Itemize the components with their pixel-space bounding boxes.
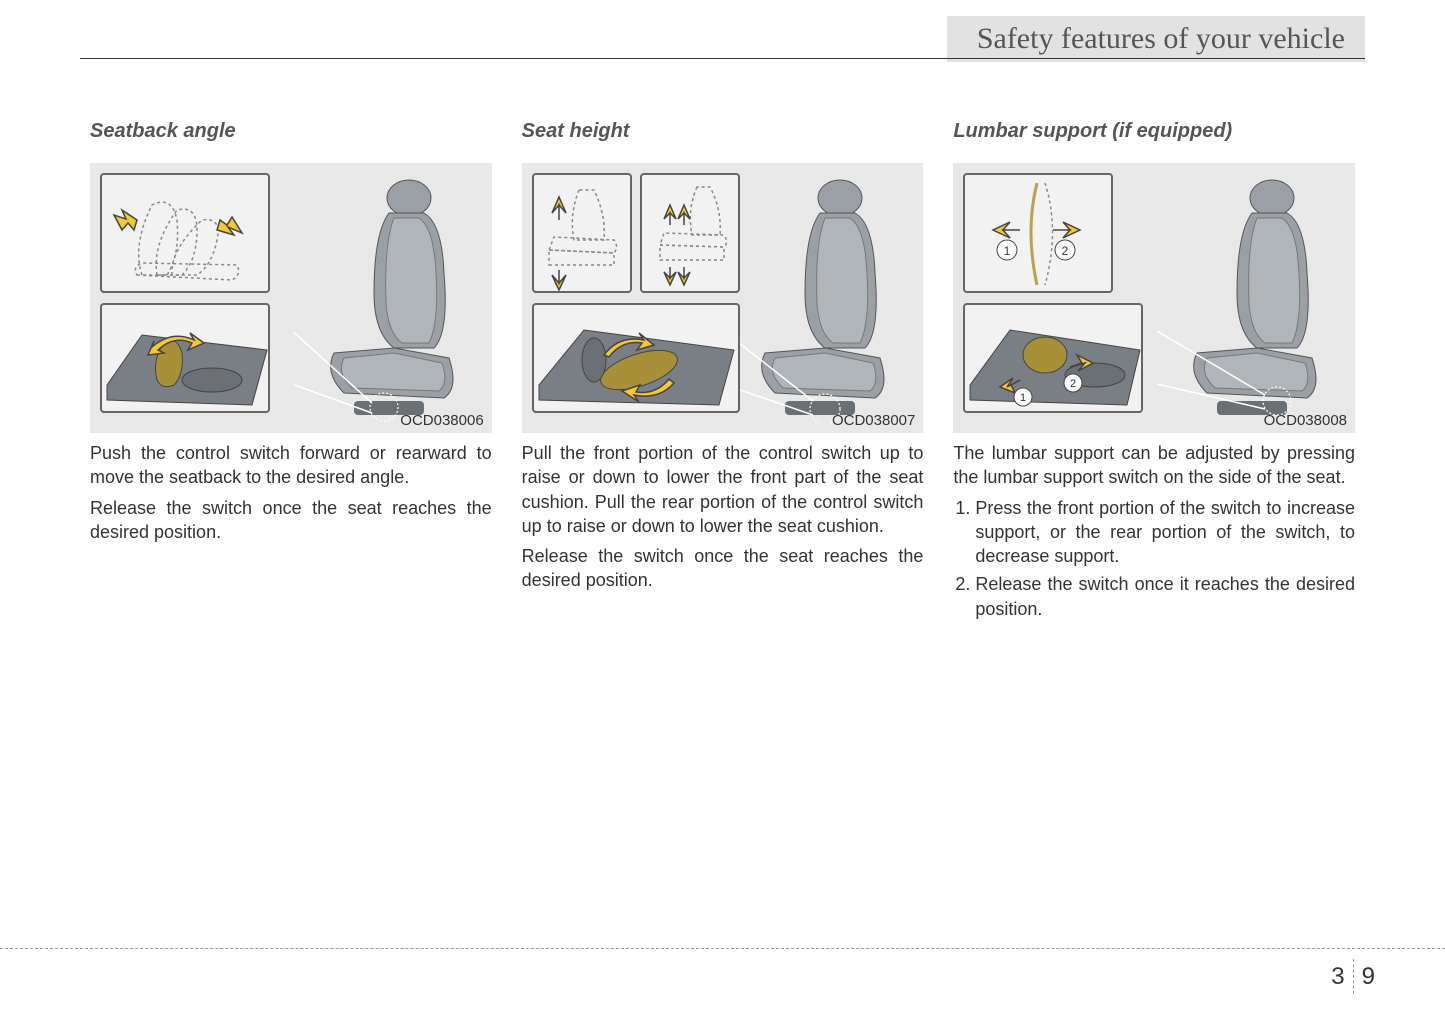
inset-lumbar-control: 1 2 — [963, 303, 1143, 413]
column-seatback: Seatback angle — [90, 120, 492, 625]
seat-illustration — [1157, 173, 1347, 423]
page-number: 3 9 — [1331, 959, 1375, 994]
seat-illustration — [725, 173, 915, 423]
seat-illustration — [294, 173, 484, 423]
inset-lumbar-direction: 1 2 — [963, 173, 1113, 293]
column-seat-height: Seat height — [522, 120, 924, 625]
heading-lumbar: Lumbar support (if equipped) — [953, 120, 1355, 143]
inset-seatback-motion — [100, 173, 270, 293]
chapter-number: 3 — [1331, 963, 1344, 991]
heading-seatback: Seatback angle — [90, 120, 492, 143]
footer-dashed-rule — [0, 948, 1445, 949]
heading-seat-height: Seat height — [522, 120, 924, 143]
figure-seat-height: OCD038007 — [522, 163, 924, 433]
figure-seatback: OCD038006 — [90, 163, 492, 433]
inset-height-front — [532, 173, 632, 293]
svg-text:2: 2 — [1062, 244, 1069, 258]
paragraph: Pull the front portion of the control sw… — [522, 441, 924, 538]
page-number-divider — [1353, 959, 1354, 994]
figure-id-label: OCD038006 — [400, 412, 483, 429]
page-header-title: Safety features of your vehicle — [947, 16, 1365, 62]
column-lumbar: Lumbar support (if equipped) — [953, 120, 1355, 625]
inset-height-whole — [640, 173, 740, 293]
lumbar-steps: Press the front portion of the switch to… — [953, 496, 1355, 621]
page-number-value: 9 — [1362, 963, 1375, 991]
svg-text:1: 1 — [1020, 392, 1026, 404]
inset-height-control — [532, 303, 740, 413]
figure-id-label: OCD038007 — [832, 412, 915, 429]
list-item: Release the switch once it reaches the d… — [975, 572, 1355, 621]
list-item: Press the front portion of the switch to… — [975, 496, 1355, 569]
svg-text:2: 2 — [1070, 378, 1076, 390]
content-columns: Seatback angle — [90, 120, 1355, 625]
paragraph: Release the switch once the seat reaches… — [90, 496, 492, 545]
figure-id-label: OCD038008 — [1264, 412, 1347, 429]
svg-text:1: 1 — [1004, 244, 1011, 258]
inset-seatback-control — [100, 303, 270, 413]
header-rule — [80, 58, 1365, 59]
paragraph: Push the control switch forward or rearw… — [90, 441, 492, 490]
paragraph: The lumbar support can be adjusted by pr… — [953, 441, 1355, 490]
figure-lumbar: 1 2 1 2 OCD038008 — [953, 163, 1355, 433]
paragraph: Release the switch once the seat reaches… — [522, 544, 924, 593]
